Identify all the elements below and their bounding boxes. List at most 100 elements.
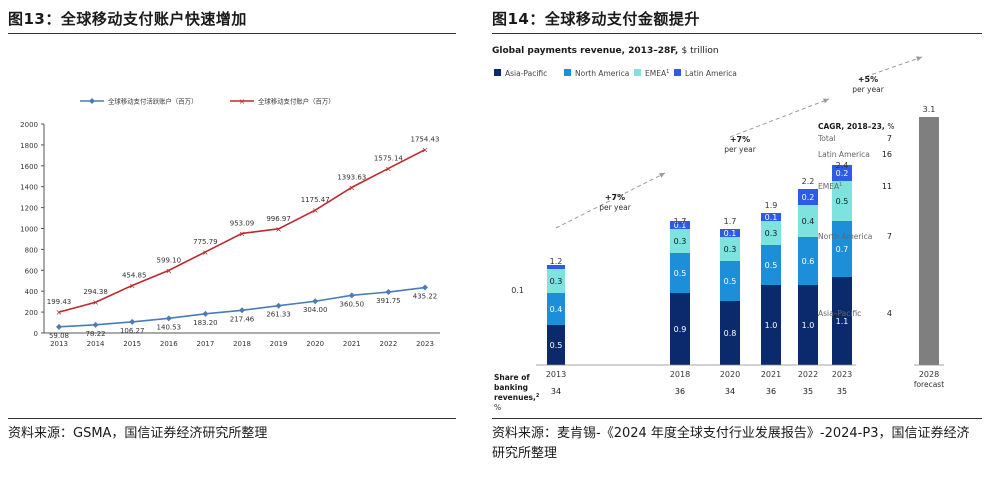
cagr-row-value: 16 bbox=[882, 150, 892, 159]
growth-rate-label: +7% bbox=[730, 135, 750, 144]
cagr-row-label: North America bbox=[818, 232, 872, 241]
x-tick-label: 2018 bbox=[233, 340, 251, 348]
x-tick-label: 2019 bbox=[270, 340, 288, 348]
bar-segment bbox=[761, 245, 781, 285]
total-accounts-point: × bbox=[239, 229, 246, 238]
growth-arrow-head bbox=[823, 98, 829, 104]
total-accounts-data-label: 996.97 bbox=[266, 215, 291, 223]
cagr-row-value: 7 bbox=[887, 232, 892, 241]
bar-segment-label: 1.1 bbox=[836, 317, 849, 326]
total-accounts-data-label: 199.43 bbox=[47, 298, 72, 306]
share-value: 35 bbox=[803, 387, 813, 396]
total-accounts-point: × bbox=[348, 183, 355, 192]
figure-14-bottom-rule bbox=[492, 418, 982, 419]
active-accounts-point bbox=[312, 298, 319, 305]
x-category-sublabel: forecast bbox=[914, 380, 944, 389]
active-accounts-point bbox=[129, 318, 136, 325]
growth-arrow-line bbox=[555, 172, 666, 229]
cagr-row-label: Asia–Pacific bbox=[818, 309, 861, 318]
active-accounts-point bbox=[165, 315, 172, 322]
bar-segment-label: 0.5 bbox=[765, 261, 778, 270]
total-accounts-point: × bbox=[275, 225, 282, 234]
bar-segment bbox=[798, 189, 818, 205]
bar-segment bbox=[670, 293, 690, 365]
bar-segment-label: 0.3 bbox=[550, 277, 563, 286]
bar-segment bbox=[798, 205, 818, 237]
active-accounts-data-label: 304.00 bbox=[303, 306, 328, 314]
bar-segment bbox=[670, 221, 690, 229]
bar-segment bbox=[670, 229, 690, 253]
bar-segment-label: 0.3 bbox=[674, 237, 687, 246]
bar-segment-label: 0.6 bbox=[802, 257, 815, 266]
y-tick-label: 1200 bbox=[20, 205, 38, 213]
total-accounts-data-label: 294.38 bbox=[83, 288, 108, 296]
active-accounts-data-label: 435.22 bbox=[413, 293, 438, 301]
bar-segment-label: 0.1 bbox=[724, 229, 737, 238]
bar-segment-label: 0.4 bbox=[550, 305, 563, 314]
total-accounts-point: × bbox=[129, 281, 136, 290]
figure-13-source: 资料来源：GSMA，国信证券经济研究所整理 bbox=[8, 426, 268, 441]
bar-total-label: 3.1 bbox=[923, 105, 936, 114]
legend-swatch bbox=[634, 69, 641, 76]
total-accounts-data-label: 775.79 bbox=[193, 238, 218, 246]
bar-segment bbox=[720, 229, 740, 237]
figure-13-bottom-rule bbox=[8, 418, 456, 419]
x-tick-label: 2021 bbox=[343, 340, 361, 348]
growth-rate-label: +5% bbox=[858, 75, 878, 84]
active-accounts-point bbox=[202, 310, 209, 317]
share-label-unit: % bbox=[494, 403, 501, 412]
active-accounts-data-label: 261.33 bbox=[266, 311, 291, 319]
bar-segment-label: 0.5 bbox=[724, 277, 737, 286]
cagr-row-label: Total bbox=[817, 134, 836, 143]
legend-x-marker: × bbox=[239, 97, 246, 106]
legend-label: EMEA1 bbox=[645, 69, 669, 78]
cagr-row-value: 11 bbox=[882, 182, 892, 191]
share-value: 35 bbox=[837, 387, 847, 396]
legend-diamond-marker bbox=[89, 98, 95, 104]
total-accounts-data-label: 1575.14 bbox=[374, 154, 403, 162]
bar-segment-label: 0.8 bbox=[724, 329, 737, 338]
bar-segment bbox=[832, 181, 852, 221]
chart-title-text: Global payments revenue, 2013–28F, bbox=[492, 46, 682, 56]
bar-total-label: 1.9 bbox=[765, 201, 778, 210]
total-accounts-point: × bbox=[385, 164, 392, 173]
bar-segment bbox=[832, 221, 852, 277]
cagr-row-value: 7 bbox=[887, 134, 892, 143]
bar-total-label: 1.7 bbox=[724, 217, 737, 226]
x-category-label: 2013 bbox=[546, 370, 566, 379]
share-label-footnote: 2 bbox=[536, 393, 540, 399]
share-value: 36 bbox=[766, 387, 776, 396]
active-accounts-point bbox=[56, 323, 62, 330]
cagr-row-label: EMEA1 bbox=[818, 182, 842, 191]
active-accounts-point bbox=[275, 302, 282, 309]
legend-swatch bbox=[674, 69, 681, 76]
growth-arrow-line bbox=[729, 98, 830, 138]
legend-label: Asia-Pacific bbox=[505, 69, 547, 78]
total-accounts-point: × bbox=[312, 206, 319, 215]
cagr-header-text: CAGR, 2018–23, bbox=[818, 122, 887, 131]
total-accounts-data-label: 454.85 bbox=[122, 271, 147, 279]
accounts-line-chart: 0 200 400 600 800 1000 1200 1400 1600 1800 2000 201… bbox=[20, 97, 440, 348]
legend-label: 全球移动支付账户（百万） bbox=[258, 97, 335, 106]
growth-rate-label: +7% bbox=[605, 193, 625, 202]
latin-america-2013-label: 0.1 bbox=[511, 286, 524, 295]
y-tick-label: 200 bbox=[25, 309, 38, 317]
x-category-label: 2022 bbox=[798, 370, 818, 379]
y-tick-label: 1000 bbox=[20, 226, 38, 234]
active-accounts-data-label: 78.22 bbox=[86, 330, 106, 338]
legend-label: North America bbox=[575, 69, 629, 78]
figure-13-top-rule bbox=[8, 33, 456, 34]
share-label-line: banking bbox=[494, 383, 528, 392]
active-accounts-data-label: 140.53 bbox=[157, 323, 182, 331]
total-accounts-data-label: 1175.47 bbox=[301, 196, 330, 204]
x-category-label: 2023 bbox=[832, 370, 852, 379]
bar-segment-label: 0.9 bbox=[674, 325, 687, 334]
bar-segment-label: 1.0 bbox=[802, 321, 815, 330]
bar-segment bbox=[761, 285, 781, 365]
bar-segment bbox=[547, 293, 565, 325]
growth-rate-sublabel: per year bbox=[599, 203, 631, 212]
cagr-header: CAGR, 2018–23, % bbox=[818, 122, 895, 131]
x-tick-label: 2020 bbox=[306, 340, 324, 348]
y-tick-label: 0 bbox=[34, 330, 38, 338]
x-tick-label: 2016 bbox=[160, 340, 178, 348]
